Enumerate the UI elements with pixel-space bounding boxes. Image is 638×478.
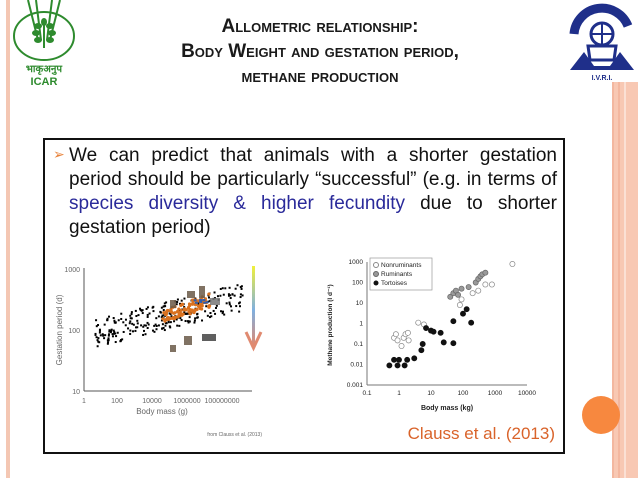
svg-text:1: 1 — [359, 321, 363, 328]
title-line-3: methane production — [241, 66, 399, 87]
svg-text:1: 1 — [397, 390, 401, 397]
svg-text:100: 100 — [458, 390, 469, 397]
orange-decorative-dot — [582, 396, 620, 434]
svg-text:0.1: 0.1 — [354, 341, 363, 348]
methane-chart: 0.1 1 10 100 1000 10000 0.001 0.01 0.1 1 10 100 1000… — [322, 250, 562, 415]
bullet-paragraph: We can predict that animals with a short… — [69, 144, 557, 240]
svg-text:Ruminants: Ruminants — [381, 271, 413, 278]
svg-text:0.01: 0.01 — [350, 362, 363, 369]
svg-text:10: 10 — [356, 300, 364, 307]
svg-text:Nonruminants: Nonruminants — [381, 262, 422, 269]
svg-text:Tortoises: Tortoises — [381, 280, 408, 287]
slide-title: Allometric relationship: Body Weight and… — [100, 14, 540, 89]
icar-logo: भाकृअनुप ICAR — [8, 0, 78, 92]
citation: Clauss et al. (2013) — [407, 424, 555, 443]
icar-label: ICAR — [31, 76, 58, 88]
svg-text:10: 10 — [72, 389, 80, 396]
left-credit: from Clauss et al. (2013) — [207, 432, 262, 438]
left-ylabel: Gestation period (d) — [55, 294, 64, 365]
right-xlabel: Body mass (kg) — [421, 405, 473, 412]
svg-text:0.1: 0.1 — [362, 390, 371, 397]
ivri-label: I.V.R.I. — [592, 75, 613, 82]
svg-text:1000000: 1000000 — [173, 398, 200, 405]
right-ylabel: Methane production (l d⁻¹) — [327, 284, 334, 365]
svg-text:1000: 1000 — [64, 267, 80, 274]
svg-text:10000: 10000 — [142, 398, 162, 405]
right-legend: Nonruminants Ruminants Tortoises — [369, 257, 433, 291]
bullet-text-after: due to shorter gestation period) — [69, 193, 557, 238]
svg-text:100000000: 100000000 — [204, 398, 239, 405]
title-line-2: Body Weight and gestation period, — [181, 41, 459, 62]
svg-text:1000: 1000 — [488, 390, 503, 397]
svg-text:10000: 10000 — [518, 390, 536, 397]
svg-text:1: 1 — [82, 398, 86, 405]
icar-hindi-text: भाकृअनुप — [26, 64, 63, 75]
bullet-highlight: species diversity & higher fecundity — [69, 193, 406, 214]
svg-text:100: 100 — [352, 280, 363, 287]
bullet-arrow-icon: ➢ — [53, 146, 65, 162]
svg-text:100: 100 — [111, 398, 123, 405]
title-line-1: Allometric relationship: — [221, 16, 419, 37]
animal-silhouettes-icon — [170, 286, 220, 352]
down-arrow-icon — [244, 266, 263, 352]
content-box: ➢ We can predict that animals with a sho… — [43, 138, 565, 454]
left-decorative-stripe — [6, 0, 10, 478]
gestation-chart: 1000 100 10 1 100 10000 1000000 10000000… — [52, 258, 292, 448]
bullet-text-before: We can predict that animals with a short… — [69, 145, 557, 190]
left-xlabel: Body mass (g) — [136, 407, 188, 416]
ivri-logo: I.V.R.I. — [566, 0, 636, 82]
svg-text:10: 10 — [427, 390, 435, 397]
svg-text:100: 100 — [68, 328, 80, 335]
svg-text:1000: 1000 — [349, 259, 364, 266]
svg-text:0.001: 0.001 — [347, 382, 364, 389]
